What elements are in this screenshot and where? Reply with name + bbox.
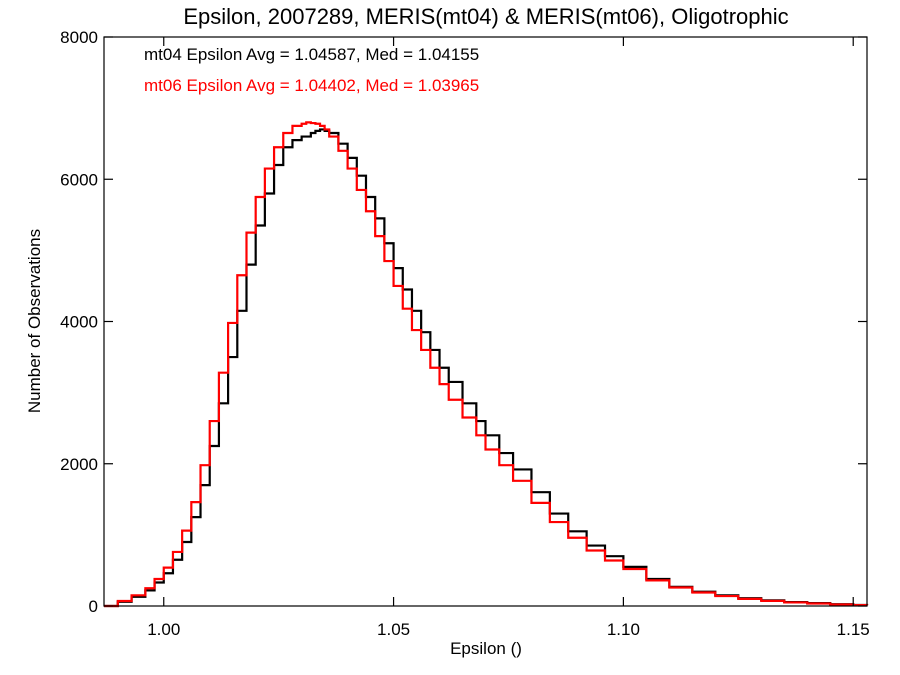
series-mt04-line (104, 128, 869, 608)
x-axis-label: Epsilon () (450, 639, 522, 658)
annotation-mt06-stats: mt06 Epsilon Avg = 1.04402, Med = 1.0396… (144, 76, 479, 95)
x-tick-label: 1.05 (377, 620, 410, 639)
y-tick-label: 4000 (60, 313, 98, 332)
annotation-mt04-stats: mt04 Epsilon Avg = 1.04587, Med = 1.0415… (144, 45, 479, 64)
y-axis-label: Number of Observations (25, 229, 44, 413)
plot-frame (103, 36, 868, 607)
y-tick-label: 2000 (60, 455, 98, 474)
y-tick-label: 8000 (60, 28, 98, 47)
x-axis: 1.00 1.05 1.10 1.15 (147, 37, 870, 639)
y-tick-label: 6000 (60, 170, 98, 189)
x-tick-label: 1.15 (837, 620, 870, 639)
chart-title: Epsilon, 2007289, MERIS(mt04) & MERIS(mt… (183, 4, 788, 29)
series-group (104, 121, 869, 608)
x-tick-label: 1.00 (147, 620, 180, 639)
series-mt06-line (104, 121, 869, 608)
y-tick-label: 0 (89, 597, 98, 616)
x-tick-label: 1.10 (607, 620, 640, 639)
y-axis: 0 2000 4000 6000 8000 (60, 28, 867, 616)
